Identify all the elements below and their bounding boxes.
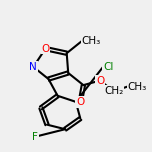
- Text: F: F: [32, 132, 38, 142]
- Text: CH₃: CH₃: [127, 82, 147, 92]
- Text: N: N: [29, 62, 37, 72]
- Text: O: O: [96, 76, 104, 86]
- Text: CH₃: CH₃: [82, 36, 101, 46]
- Text: Cl: Cl: [103, 62, 113, 72]
- Text: O: O: [41, 44, 50, 54]
- Text: CH₂: CH₂: [104, 86, 123, 96]
- Text: O: O: [76, 97, 85, 107]
